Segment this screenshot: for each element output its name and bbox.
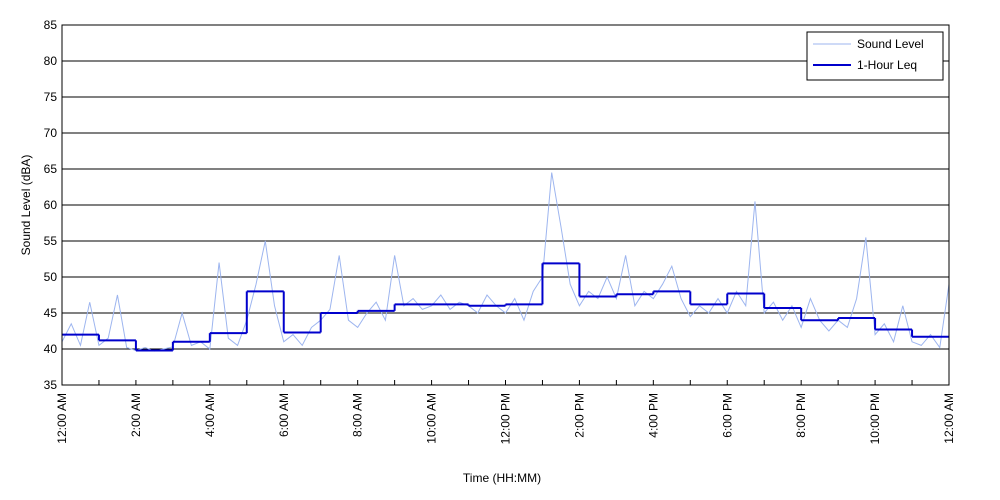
x-tick-label: 2:00 PM — [572, 393, 586, 438]
y-tick-label: 80 — [44, 54, 58, 68]
x-tick-label: 12:00 PM — [499, 393, 513, 444]
x-tick-label: 8:00 AM — [351, 393, 365, 437]
y-tick-label: 85 — [44, 18, 58, 32]
x-tick-label: 12:00 AM — [942, 393, 956, 444]
x-tick-label: 6:00 AM — [277, 393, 291, 437]
x-tick-label: 4:00 AM — [203, 393, 217, 437]
sound-level-line — [61, 172, 950, 352]
y-tick-label: 55 — [44, 234, 58, 248]
plot-frame — [61, 24, 950, 386]
y-tick-label: 45 — [44, 306, 58, 320]
x-tick-label: 4:00 PM — [646, 393, 660, 438]
legend-label: 1-Hour Leq — [857, 58, 917, 72]
y-tick-label: 60 — [44, 198, 58, 212]
y-tick-label: 65 — [44, 162, 58, 176]
y-axis-label: Sound Level (dBA) — [19, 155, 33, 256]
y-tick-label: 75 — [44, 90, 58, 104]
y-tick-label: 35 — [44, 378, 58, 392]
y-tick-label: 50 — [44, 270, 58, 284]
x-tick-label: 8:00 PM — [794, 393, 808, 438]
legend-label: Sound Level — [857, 37, 924, 51]
x-tick-label: 6:00 PM — [720, 393, 734, 438]
y-tick-label: 40 — [44, 342, 58, 356]
x-tick-label: 10:00 PM — [868, 393, 882, 444]
x-axis-label: Time (HH:MM) — [463, 471, 541, 485]
legend-box — [806, 31, 944, 81]
x-tick-label: 10:00 AM — [425, 393, 439, 444]
y-tick-label: 70 — [44, 126, 58, 140]
x-tick-label: 2:00 AM — [129, 393, 143, 437]
x-tick-label: 12:00 AM — [55, 393, 69, 444]
